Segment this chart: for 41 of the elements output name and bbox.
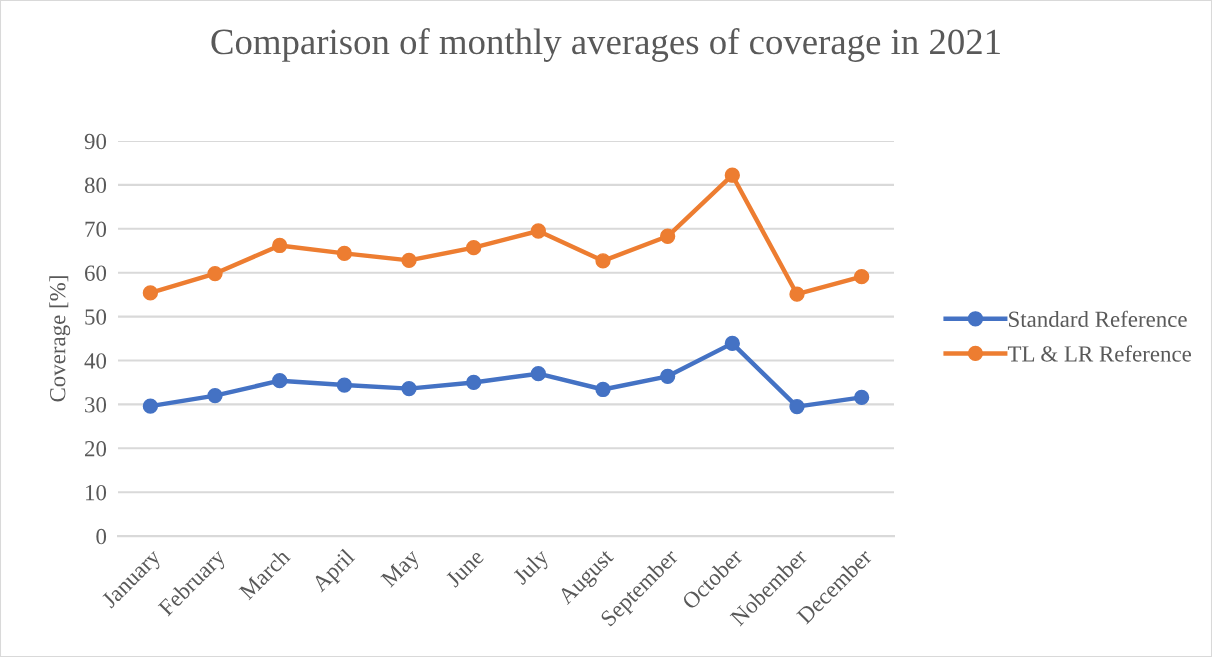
point bbox=[854, 269, 870, 285]
point bbox=[336, 377, 352, 393]
point bbox=[724, 167, 740, 183]
point bbox=[142, 285, 159, 301]
point bbox=[530, 223, 546, 239]
point bbox=[595, 253, 611, 269]
x-tick-label: May bbox=[380, 547, 424, 592]
y-tick-label: 40 bbox=[84, 353, 107, 369]
legend-label: Standard Reference bbox=[1009, 310, 1187, 328]
y-tick-label: 20 bbox=[85, 441, 107, 457]
point bbox=[724, 335, 740, 352]
x-tick-label: July bbox=[511, 547, 554, 589]
point bbox=[530, 366, 546, 382]
point bbox=[789, 398, 805, 415]
legend-label: TL & LR Reference bbox=[1007, 345, 1192, 362]
point bbox=[207, 265, 223, 282]
y-axis-title: Coverage [%] bbox=[49, 276, 71, 402]
y-tick-label: 10 bbox=[86, 484, 107, 501]
y-tick-label: 60 bbox=[85, 265, 107, 281]
point bbox=[660, 228, 676, 244]
point bbox=[207, 387, 223, 404]
point bbox=[401, 252, 417, 269]
point bbox=[272, 373, 288, 389]
point bbox=[854, 389, 870, 406]
y-tick-label: 0 bbox=[96, 528, 107, 545]
point bbox=[466, 240, 482, 256]
y-tick-label: 80 bbox=[84, 177, 107, 194]
point bbox=[789, 286, 805, 302]
y-tick-label: 50 bbox=[85, 309, 107, 325]
point bbox=[595, 381, 611, 398]
y-tick-label: 90 bbox=[84, 133, 107, 150]
point bbox=[142, 398, 159, 414]
y-tick-label: 30 bbox=[85, 397, 107, 413]
y-tick-label: 70 bbox=[85, 221, 107, 237]
point bbox=[336, 245, 352, 262]
point bbox=[401, 380, 417, 397]
x-tick-label: June bbox=[444, 548, 485, 588]
point bbox=[660, 368, 676, 384]
point bbox=[272, 237, 288, 254]
chart-title: Comparison of monthly averages of coverage in 2021 bbox=[211, 28, 1000, 62]
point bbox=[466, 374, 482, 391]
